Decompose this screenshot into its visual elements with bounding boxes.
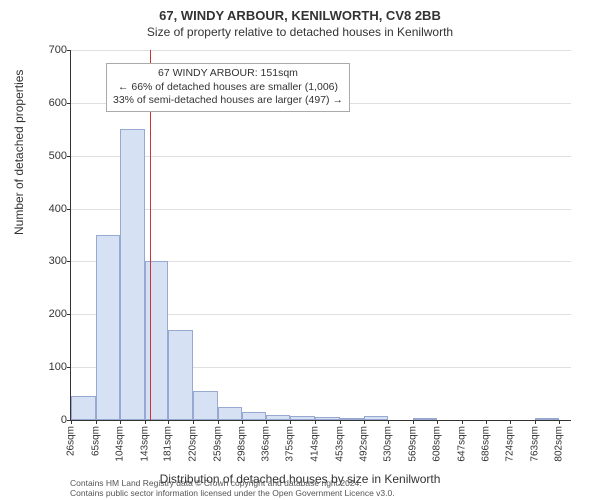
xtick-mark [462, 420, 463, 424]
ytick-label: 0 [27, 414, 67, 426]
ytick-label: 400 [27, 203, 67, 215]
annotation-line1: 67 WINDY ARBOUR: 151sqm [113, 67, 343, 81]
xtick-mark [266, 420, 267, 424]
xtick-label: 259sqm [212, 426, 223, 462]
histogram-bar [266, 415, 291, 420]
histogram-bar [96, 235, 121, 420]
histogram-bar [340, 418, 365, 420]
ytick-label: 700 [27, 44, 67, 56]
ytick-mark [67, 261, 71, 262]
chart-title: 67, WINDY ARBOUR, KENILWORTH, CV8 2BB [0, 0, 600, 23]
footnote: Contains HM Land Registry data © Crown c… [70, 479, 395, 499]
annotation-line3: 33% of semi-detached houses are larger (… [113, 94, 343, 108]
xtick-label: 26sqm [66, 426, 77, 456]
chart-subtitle: Size of property relative to detached ho… [0, 23, 600, 39]
histogram-bar [290, 416, 315, 420]
xtick-label: 802sqm [554, 426, 565, 462]
histogram-bar [242, 412, 266, 420]
ytick-label: 100 [27, 361, 67, 373]
histogram-bar [145, 261, 169, 420]
xtick-mark [168, 420, 169, 424]
xtick-mark [340, 420, 341, 424]
xtick-label: 375sqm [285, 426, 296, 462]
histogram-bar [413, 418, 438, 420]
histogram-bar [168, 330, 193, 420]
ytick-label: 200 [27, 308, 67, 320]
histogram-bar [535, 418, 560, 420]
xtick-mark [535, 420, 536, 424]
annotation-box: 67 WINDY ARBOUR: 151sqm ← 66% of detache… [106, 63, 350, 112]
xtick-mark [559, 420, 560, 424]
histogram-bar [120, 129, 145, 420]
histogram-bar [218, 407, 243, 420]
xtick-label: 414sqm [310, 426, 321, 462]
xtick-label: 647sqm [456, 426, 467, 462]
xtick-label: 763sqm [529, 426, 540, 462]
xtick-label: 336sqm [260, 426, 271, 462]
ytick-mark [67, 156, 71, 157]
ytick-label: 500 [27, 150, 67, 162]
xtick-label: 104sqm [115, 426, 126, 462]
ytick-mark [67, 314, 71, 315]
xtick-mark [437, 420, 438, 424]
xtick-label: 724sqm [504, 426, 515, 462]
xtick-label: 298sqm [237, 426, 248, 462]
yticks-layer: 0100200300400500600700 [21, 50, 71, 420]
histogram-bar [364, 416, 388, 420]
ytick-mark [67, 209, 71, 210]
xtick-mark [193, 420, 194, 424]
xtick-mark [510, 420, 511, 424]
ytick-mark [67, 103, 71, 104]
xtick-mark [96, 420, 97, 424]
xtick-mark [364, 420, 365, 424]
ytick-label: 600 [27, 97, 67, 109]
xtick-label: 530sqm [382, 426, 393, 462]
xtick-label: 65sqm [90, 426, 101, 456]
xtick-mark [290, 420, 291, 424]
annotation-line2: ← 66% of detached houses are smaller (1,… [113, 81, 343, 95]
xtick-mark [413, 420, 414, 424]
xtick-mark [486, 420, 487, 424]
xtick-mark [388, 420, 389, 424]
xtick-mark [145, 420, 146, 424]
xtick-label: 453sqm [334, 426, 345, 462]
xtick-mark [242, 420, 243, 424]
xtick-label: 608sqm [432, 426, 443, 462]
xtick-label: 569sqm [407, 426, 418, 462]
ytick-label: 300 [27, 255, 67, 267]
xtick-label: 181sqm [163, 426, 174, 462]
xtick-mark [120, 420, 121, 424]
xtick-label: 492sqm [359, 426, 370, 462]
xtick-label: 143sqm [139, 426, 150, 462]
ytick-mark [67, 50, 71, 51]
xtick-mark [71, 420, 72, 424]
plot-area: 67 WINDY ARBOUR: 151sqm ← 66% of detache… [70, 50, 571, 421]
footnote-line2: Contains public sector information licen… [70, 489, 395, 499]
xtick-label: 220sqm [188, 426, 199, 462]
xtick-label: 686sqm [481, 426, 492, 462]
histogram-bar [193, 391, 218, 420]
histogram-bar [315, 417, 340, 420]
xtick-mark [315, 420, 316, 424]
histogram-bar [71, 396, 96, 420]
ytick-mark [67, 367, 71, 368]
xtick-mark [218, 420, 219, 424]
